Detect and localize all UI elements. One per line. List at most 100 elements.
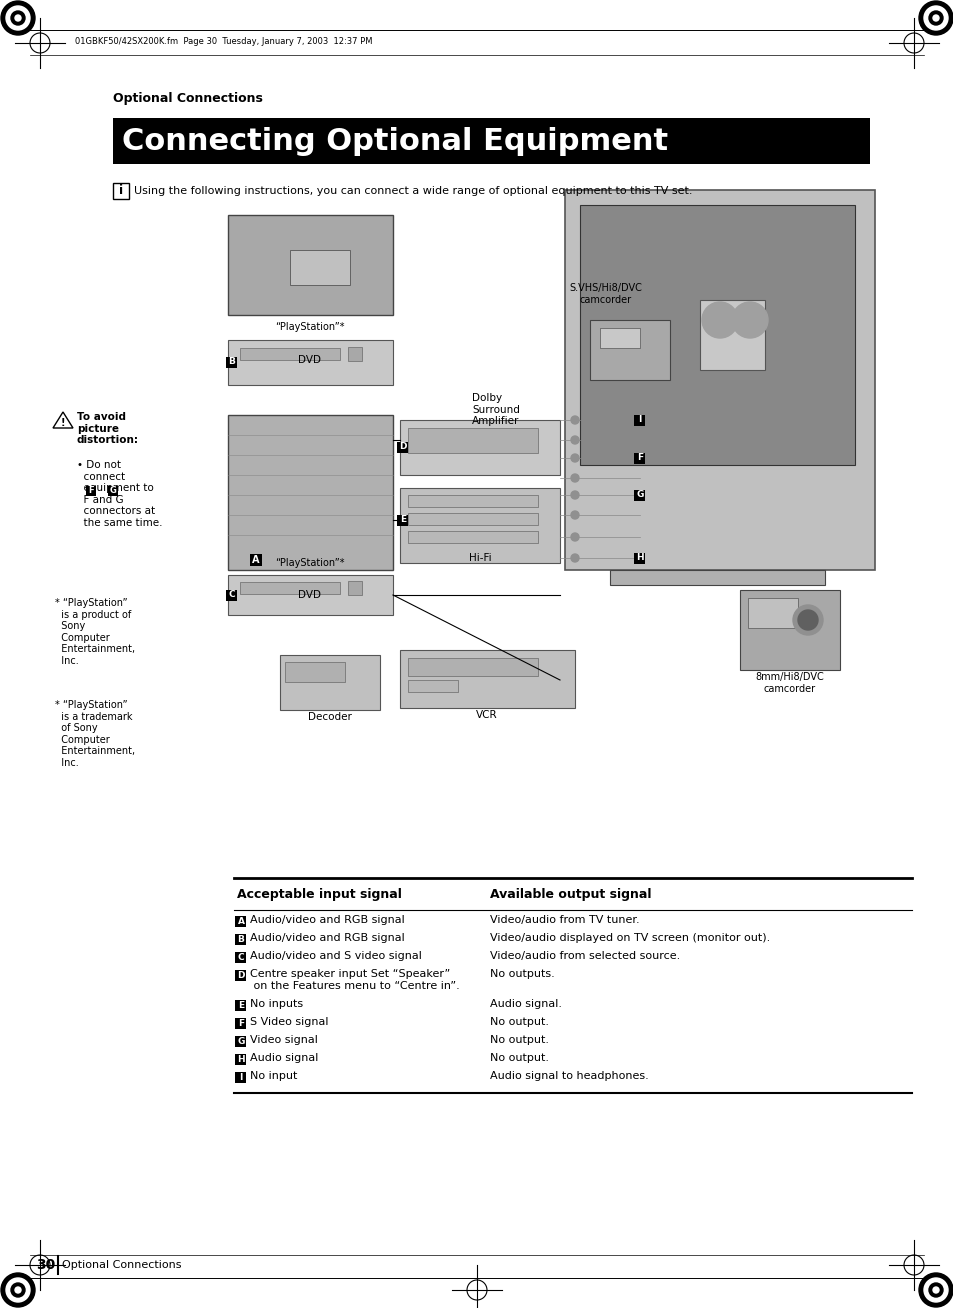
FancyBboxPatch shape: [226, 590, 237, 600]
Text: “PlayStation”*: “PlayStation”*: [275, 322, 344, 332]
Text: No outputs.: No outputs.: [490, 969, 554, 978]
FancyBboxPatch shape: [235, 999, 246, 1011]
Text: No inputs: No inputs: [250, 999, 303, 1008]
Text: E: E: [399, 515, 406, 525]
Text: Hi-Fi: Hi-Fi: [468, 553, 491, 562]
FancyBboxPatch shape: [250, 555, 262, 566]
Text: F: F: [88, 487, 93, 496]
Text: Audio signal: Audio signal: [250, 1053, 318, 1063]
FancyBboxPatch shape: [634, 489, 645, 501]
FancyBboxPatch shape: [408, 513, 537, 525]
FancyBboxPatch shape: [235, 1036, 246, 1046]
FancyBboxPatch shape: [599, 328, 639, 348]
Circle shape: [701, 302, 738, 337]
Text: I: I: [239, 1073, 242, 1082]
FancyBboxPatch shape: [399, 488, 559, 562]
FancyBboxPatch shape: [240, 582, 339, 594]
Text: A: A: [237, 917, 244, 926]
FancyBboxPatch shape: [634, 552, 645, 564]
Text: Video/audio displayed on TV screen (monitor out).: Video/audio displayed on TV screen (moni…: [490, 933, 769, 943]
Text: !: !: [61, 419, 65, 428]
Circle shape: [928, 1283, 942, 1298]
Text: * “PlayStation”
  is a trademark
  of Sony
  Computer
  Entertainment,
  Inc.: * “PlayStation” is a trademark of Sony C…: [55, 700, 135, 768]
FancyBboxPatch shape: [112, 183, 129, 199]
FancyBboxPatch shape: [86, 487, 96, 496]
Text: Connecting Optional Equipment: Connecting Optional Equipment: [122, 127, 667, 156]
Text: Audio/video and S video signal: Audio/video and S video signal: [250, 951, 421, 961]
FancyBboxPatch shape: [408, 428, 537, 453]
Text: 8mm/Hi8/DVC
camcorder: 8mm/Hi8/DVC camcorder: [755, 672, 823, 693]
Text: * “PlayStation”
  is a product of
  Sony
  Computer
  Entertainment,
  Inc.: * “PlayStation” is a product of Sony Com…: [55, 598, 135, 666]
FancyBboxPatch shape: [108, 487, 118, 496]
FancyBboxPatch shape: [634, 415, 645, 425]
FancyBboxPatch shape: [408, 658, 537, 676]
Text: F: F: [237, 1019, 244, 1028]
Text: 01GBKF50/42SX200K.fm  Page 30  Tuesday, January 7, 2003  12:37 PM: 01GBKF50/42SX200K.fm Page 30 Tuesday, Ja…: [75, 37, 372, 46]
Text: H: H: [636, 553, 643, 562]
Circle shape: [918, 1273, 952, 1307]
Text: C: C: [229, 590, 235, 599]
Circle shape: [11, 1283, 25, 1298]
Circle shape: [1, 1, 35, 35]
Circle shape: [923, 7, 947, 30]
Circle shape: [571, 473, 578, 483]
Circle shape: [571, 416, 578, 424]
Text: G: G: [110, 487, 116, 496]
Circle shape: [928, 10, 942, 25]
Text: Video signal: Video signal: [250, 1035, 317, 1045]
FancyBboxPatch shape: [235, 934, 246, 944]
Text: Decoder: Decoder: [308, 712, 352, 722]
FancyBboxPatch shape: [609, 570, 824, 585]
Text: Available output signal: Available output signal: [490, 888, 651, 901]
Circle shape: [15, 14, 21, 21]
Text: S Video signal: S Video signal: [250, 1018, 328, 1027]
Text: i: i: [119, 184, 123, 198]
Text: “PlayStation”*: “PlayStation”*: [275, 559, 344, 568]
FancyBboxPatch shape: [280, 655, 379, 710]
Text: DVD: DVD: [298, 590, 321, 600]
Circle shape: [932, 1287, 938, 1294]
FancyBboxPatch shape: [348, 347, 361, 361]
Text: Dolby
Surround
Amplifier: Dolby Surround Amplifier: [472, 392, 519, 426]
Text: 30: 30: [35, 1258, 55, 1271]
Circle shape: [571, 436, 578, 443]
FancyBboxPatch shape: [112, 118, 869, 164]
Text: Video/audio from selected source.: Video/audio from selected source.: [490, 951, 679, 961]
Circle shape: [797, 610, 817, 630]
Text: Acceptable input signal: Acceptable input signal: [236, 888, 401, 901]
FancyBboxPatch shape: [700, 300, 764, 370]
Text: Audio signal.: Audio signal.: [490, 999, 561, 1008]
FancyBboxPatch shape: [290, 250, 350, 285]
Text: Video/audio from TV tuner.: Video/audio from TV tuner.: [490, 916, 639, 925]
Text: B: B: [237, 934, 244, 943]
Circle shape: [15, 1287, 21, 1294]
Text: I: I: [638, 416, 641, 425]
Circle shape: [923, 1278, 947, 1301]
FancyBboxPatch shape: [348, 581, 361, 595]
FancyBboxPatch shape: [235, 969, 246, 981]
Circle shape: [6, 1278, 30, 1301]
Text: Optional Connections: Optional Connections: [112, 92, 263, 105]
FancyBboxPatch shape: [285, 662, 345, 681]
Text: S.VHS/Hi8/DVC
camcorder: S.VHS/Hi8/DVC camcorder: [569, 284, 641, 305]
FancyBboxPatch shape: [399, 650, 575, 708]
Text: G: G: [237, 1036, 244, 1045]
Circle shape: [11, 10, 25, 25]
FancyBboxPatch shape: [408, 680, 457, 692]
Circle shape: [731, 302, 767, 337]
Circle shape: [1, 1273, 35, 1307]
Text: G: G: [636, 490, 643, 500]
FancyBboxPatch shape: [579, 205, 854, 466]
FancyBboxPatch shape: [634, 453, 645, 463]
Circle shape: [571, 555, 578, 562]
FancyBboxPatch shape: [397, 514, 408, 526]
Circle shape: [571, 490, 578, 498]
Text: Using the following instructions, you can connect a wide range of optional equip: Using the following instructions, you ca…: [133, 186, 692, 196]
FancyBboxPatch shape: [397, 442, 408, 453]
FancyBboxPatch shape: [235, 1018, 246, 1028]
Text: Optional Connections: Optional Connections: [62, 1260, 181, 1270]
Text: DVD: DVD: [298, 354, 321, 365]
FancyBboxPatch shape: [235, 1071, 246, 1083]
Circle shape: [918, 1, 952, 35]
Text: B: B: [229, 357, 235, 366]
